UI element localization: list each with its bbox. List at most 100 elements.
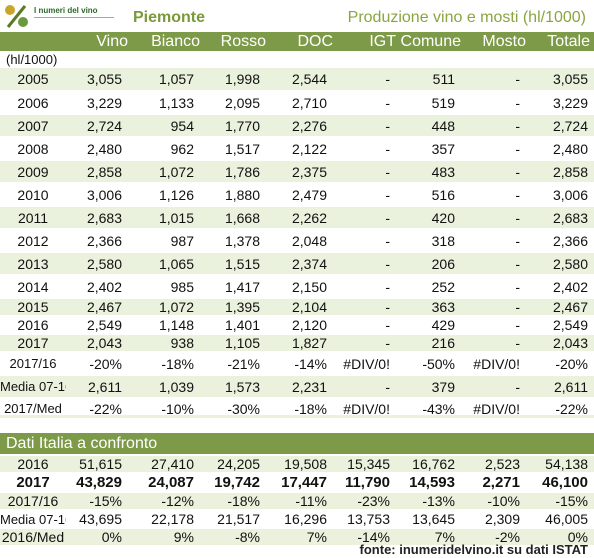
table-cell: - — [461, 275, 526, 299]
table-cell: - — [333, 114, 396, 138]
table-cell: 1,065 — [128, 252, 200, 276]
logo: I numeri del vino — [3, 2, 118, 30]
table-cell: - — [333, 137, 396, 161]
table-cell: 1,105 — [200, 334, 266, 353]
table-cell: 2,043 — [66, 334, 128, 353]
table-cell: 13,753 — [333, 510, 396, 529]
table-cell: 14,593 — [396, 473, 461, 493]
table-cell: 24,087 — [128, 473, 200, 493]
table-cell: -50% — [396, 352, 461, 376]
row-label: Media 07-16 — [0, 510, 66, 529]
table-cell: - — [333, 68, 396, 92]
row-label: 2012 — [0, 229, 66, 253]
col-header: Bianco — [151, 33, 200, 50]
table-cell: 16,296 — [266, 510, 333, 529]
section-spacer-white — [0, 418, 594, 433]
row-label: 2017/Med — [0, 398, 66, 420]
table-cell: 1,417 — [200, 275, 266, 299]
table-cell: 51,615 — [66, 456, 128, 474]
col-header: IGT — [369, 33, 396, 50]
table-cell: -15% — [66, 492, 128, 511]
table-cell: 2,710 — [266, 91, 333, 115]
table-row: 2012 2,366 987 1,378 2,048-318-2,366 — [0, 229, 594, 253]
table-cell: 2,375 — [266, 160, 333, 184]
table-cell: 0% — [526, 528, 594, 547]
table-cell: -12% — [128, 492, 200, 511]
table-row: 2009 2,858 1,072 1,786 2,375-483-2,858 — [0, 160, 594, 184]
table-cell: 3,229 — [66, 91, 128, 115]
row-label: 2014 — [0, 275, 66, 299]
table-cell: 1,039 — [128, 375, 200, 399]
table-cell: - — [461, 316, 526, 335]
table-cell: 2,549 — [526, 316, 594, 335]
table-cell: 1,378 — [200, 229, 266, 253]
table-cell: -8% — [200, 528, 266, 547]
table-cell: 43,829 — [66, 473, 128, 493]
table-cell: 19,742 — [200, 473, 266, 493]
table-cell: - — [461, 114, 526, 138]
table-cell: - — [333, 206, 396, 230]
table-cell: 252 — [396, 275, 461, 299]
table-cell: -14% — [266, 352, 333, 376]
col-header: DOC — [297, 33, 333, 50]
table-cell: 483 — [396, 160, 461, 184]
table-cell: -13% — [396, 492, 461, 511]
table-cell: - — [333, 229, 396, 253]
table-row: 2017/16 -15% -12% -18% -11% -23% -13% -10% -15% — [0, 492, 594, 511]
table-cell: - — [461, 229, 526, 253]
table-cell: 448 — [396, 114, 461, 138]
table-cell: -18% — [200, 492, 266, 511]
row-label: 2017 — [0, 334, 66, 353]
table-cell: 3,229 — [526, 91, 594, 115]
table-cell: 1,827 — [266, 334, 333, 353]
table-cell: - — [333, 316, 396, 335]
logo-underline — [34, 17, 114, 23]
table-cell: 1,786 — [200, 160, 266, 184]
table-cell: 519 — [396, 91, 461, 115]
table-cell: 2,122 — [266, 137, 333, 161]
source-footer: fonte: inumeridelvino.it su dati ISTAT — [359, 542, 588, 557]
table-cell: 19,508 — [266, 456, 333, 474]
table-cell: 2,479 — [266, 183, 333, 207]
row-label: 2008 — [0, 137, 66, 161]
table-cell: 2,095 — [200, 91, 266, 115]
table-cell: 2,366 — [526, 229, 594, 253]
table-cell: 2,544 — [266, 68, 333, 92]
table-cell: -18% — [128, 352, 200, 376]
table-cell: 2,549 — [66, 316, 128, 335]
table-cell: 2,724 — [66, 114, 128, 138]
table-cell: - — [461, 91, 526, 115]
table-cell: 1,770 — [200, 114, 266, 138]
table-cell: 1,998 — [200, 68, 266, 92]
italy-section-title: Dati Italia a confronto — [6, 435, 158, 452]
table-cell: 1,517 — [200, 137, 266, 161]
row-label: 2017/16 — [0, 352, 66, 376]
table-cell: #DIV/0! — [333, 352, 396, 376]
table-cell: -23% — [333, 492, 396, 511]
table-cell: 2,611 — [66, 375, 128, 399]
row-label: 2009 — [0, 160, 66, 184]
table-cell: 2,611 — [526, 375, 594, 399]
table-cell: 7% — [266, 528, 333, 547]
table-row: 2016/Med 0% 9% -8% 7% -14% 7% -2% 0% — [0, 528, 594, 547]
table-cell: - — [333, 183, 396, 207]
regional-table: 2005 3,055 1,057 1,998 2,544-511-3,055 2006 3,… — [0, 68, 594, 420]
table-cell: - — [333, 334, 396, 353]
table-cell: -2% — [461, 528, 526, 547]
table-cell: - — [461, 334, 526, 353]
table-cell: 2,366 — [66, 229, 128, 253]
row-label: Media 07-16 — [0, 375, 66, 399]
row-label: 2010 — [0, 183, 66, 207]
table-cell: 1,515 — [200, 252, 266, 276]
row-label: 2017 — [0, 473, 66, 493]
table-cell: 54,138 — [526, 456, 594, 474]
table-cell: 1,133 — [128, 91, 200, 115]
table-cell: 9% — [128, 528, 200, 547]
table-cell: 1,401 — [200, 316, 266, 335]
table-row: 2017/16 -20% -18% -21% -14% #DIV/0! -50% #DIV/0… — [0, 352, 594, 376]
table-row: 2016 2,549 1,148 1,401 2,120-429-2,549 — [0, 316, 594, 335]
table-cell: 21,517 — [200, 510, 266, 529]
table-cell: 2,309 — [461, 510, 526, 529]
table-cell: 1,573 — [200, 375, 266, 399]
table-cell: 1,126 — [128, 183, 200, 207]
